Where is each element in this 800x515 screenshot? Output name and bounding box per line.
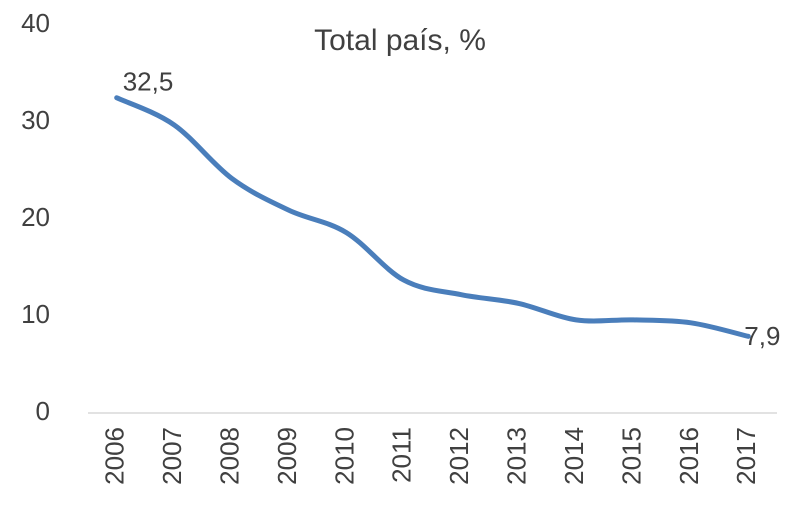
y-tick-label: 0 — [36, 396, 50, 426]
x-tick-label: 2013 — [502, 427, 532, 485]
data-label: 7,9 — [744, 321, 780, 351]
y-tick-label: 20 — [21, 202, 50, 232]
x-tick-label: 2006 — [100, 427, 130, 485]
x-tick-label: 2010 — [329, 427, 359, 485]
y-tick-label: 40 — [21, 8, 50, 38]
x-tick-label: 2011 — [387, 427, 417, 483]
x-tick-label: 2008 — [214, 427, 244, 485]
y-tick-label: 10 — [21, 299, 50, 329]
x-tick-label: 2015 — [616, 427, 646, 485]
data-label: 32,5 — [123, 67, 174, 97]
y-tick-label: 30 — [21, 105, 50, 135]
chart-title: Total país, % — [314, 24, 486, 57]
x-tick-label: 2017 — [731, 427, 761, 485]
x-tick-label: 2009 — [272, 427, 302, 485]
x-tick-label: 2014 — [559, 427, 589, 485]
x-tick-label: 2012 — [444, 427, 474, 485]
line — [114, 95, 751, 339]
x-tick-label: 2007 — [157, 427, 187, 485]
x-tick-label: 2016 — [674, 427, 704, 485]
